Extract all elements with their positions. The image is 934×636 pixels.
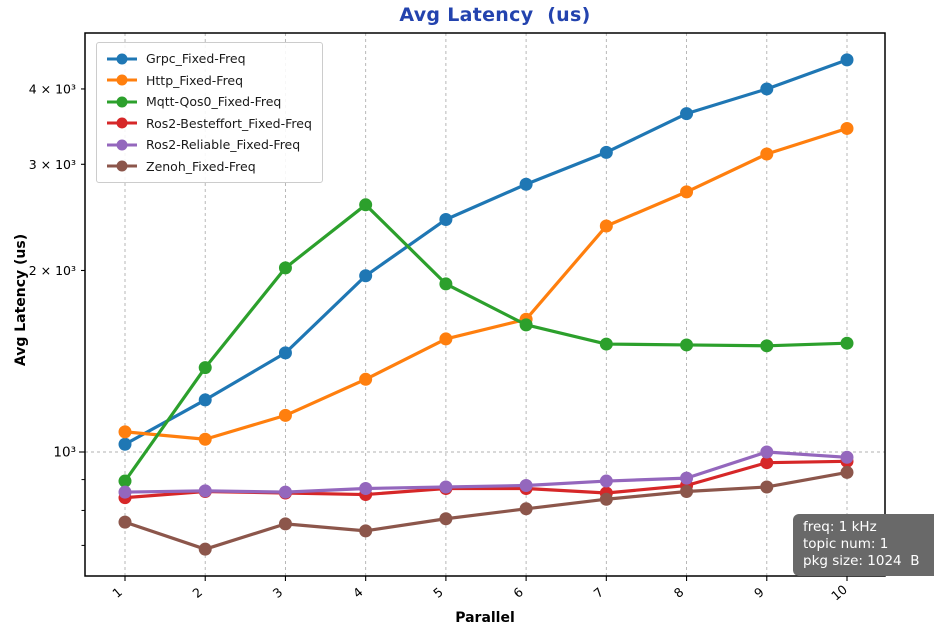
y-tick-label: 3 × 10³ [29, 157, 76, 172]
data-point [439, 212, 453, 226]
x-tick-label: 1 [109, 584, 125, 601]
chart-title: Avg Latency (us) [399, 4, 591, 26]
data-point [439, 332, 453, 346]
data-point [840, 465, 854, 479]
legend-label: Ros2-Besteffort_Fixed-Freq [146, 115, 312, 131]
data-point [118, 437, 132, 451]
x-tick-label: 2 [189, 584, 205, 601]
legend-line-marker-icon [107, 53, 137, 65]
data-point [198, 361, 212, 375]
data-point [198, 393, 212, 407]
series-line [123, 450, 849, 494]
data-point [439, 512, 453, 526]
annotation-topic-num: topic num: 1 [803, 536, 889, 552]
data-point [840, 53, 854, 67]
data-point [680, 338, 694, 352]
legend-label: Zenoh_Fixed-Freq [146, 158, 256, 174]
annotation-pkg-size: pkg size: 1024 B [803, 553, 920, 569]
x-tick-label: 7 [591, 584, 607, 601]
data-point [519, 502, 533, 516]
data-point [760, 82, 774, 96]
data-point [519, 318, 533, 332]
legend-line-marker-icon [107, 96, 137, 108]
legend-line-marker-icon [107, 74, 137, 86]
data-point [840, 121, 854, 135]
legend-item: Zenoh_Fixed-Freq [105, 156, 312, 178]
y-tick-label: 4 × 10³ [29, 81, 76, 96]
y-tick-label: 2 × 10³ [29, 263, 76, 278]
legend-label: Mqtt-Qos0_Fixed-Freq [146, 94, 282, 110]
x-axis-label: Parallel [455, 610, 515, 626]
data-point [198, 484, 212, 498]
legend-item: Ros2-Reliable_Fixed-Freq [105, 134, 312, 156]
data-point [118, 474, 132, 488]
data-point [599, 492, 613, 506]
x-tick-label: 8 [671, 584, 687, 601]
data-point [760, 339, 774, 353]
legend-item: Http_Fixed-Freq [105, 70, 312, 92]
data-point [198, 432, 212, 446]
data-point [760, 445, 774, 459]
annotation-freq: freq: 1 kHz [803, 519, 877, 535]
series-line [123, 126, 849, 441]
data-point [118, 485, 132, 499]
data-point [278, 346, 292, 360]
y-axis-label: Avg Latency (us) [13, 233, 29, 367]
plot-border [84, 32, 886, 577]
data-point [599, 337, 613, 351]
data-point [599, 145, 613, 159]
legend: Grpc_Fixed-Freq Http_Fixed-Freq Mqtt-Qos0_… [96, 42, 323, 183]
series-line [123, 470, 849, 551]
y-tick-label: 10³ [53, 445, 76, 461]
data-point [359, 198, 373, 212]
data-point [840, 336, 854, 350]
data-point [599, 474, 613, 488]
data-point [439, 277, 453, 291]
data-point [680, 471, 694, 485]
data-point [519, 177, 533, 191]
x-tick-label: 9 [751, 584, 767, 601]
legend-item: Grpc_Fixed-Freq [105, 48, 312, 70]
data-point [359, 481, 373, 495]
x-tick-label: 6 [510, 584, 526, 601]
data-point [680, 484, 694, 498]
data-point [599, 219, 613, 233]
series-line [123, 58, 849, 446]
legend-line-marker-icon [107, 160, 137, 172]
legend-label: Http_Fixed-Freq [146, 72, 244, 88]
x-tick-label: 10 [828, 582, 850, 604]
annotation-box: freq: 1 kHz topic num: 1 pkg size: 1024 … [793, 514, 934, 576]
data-point [118, 515, 132, 529]
data-point [198, 542, 212, 556]
data-point [760, 147, 774, 161]
data-point [359, 269, 373, 283]
data-point [840, 450, 854, 464]
data-point [680, 107, 694, 121]
x-tick-label: 5 [430, 584, 446, 601]
data-point [359, 372, 373, 386]
data-point [439, 480, 453, 494]
series-line [123, 203, 849, 483]
data-point [519, 478, 533, 492]
legend-label: Grpc_Fixed-Freq [146, 51, 246, 67]
legend-line-marker-icon [107, 117, 137, 129]
legend-item: Ros2-Besteffort_Fixed-Freq [105, 113, 312, 135]
data-point [278, 408, 292, 422]
legend-line-marker-icon [107, 139, 137, 151]
data-point [760, 480, 774, 494]
legend-label: Ros2-Reliable_Fixed-Freq [146, 137, 301, 153]
data-point [118, 425, 132, 439]
data-point [278, 261, 292, 275]
data-point [760, 456, 774, 470]
data-point [278, 485, 292, 499]
legend-item: Mqtt-Qos0_Fixed-Freq [105, 91, 312, 113]
x-tick-label: 3 [270, 584, 286, 601]
data-point [680, 185, 694, 199]
data-point [278, 517, 292, 531]
data-point [359, 524, 373, 538]
x-tick-label: 4 [350, 584, 366, 601]
